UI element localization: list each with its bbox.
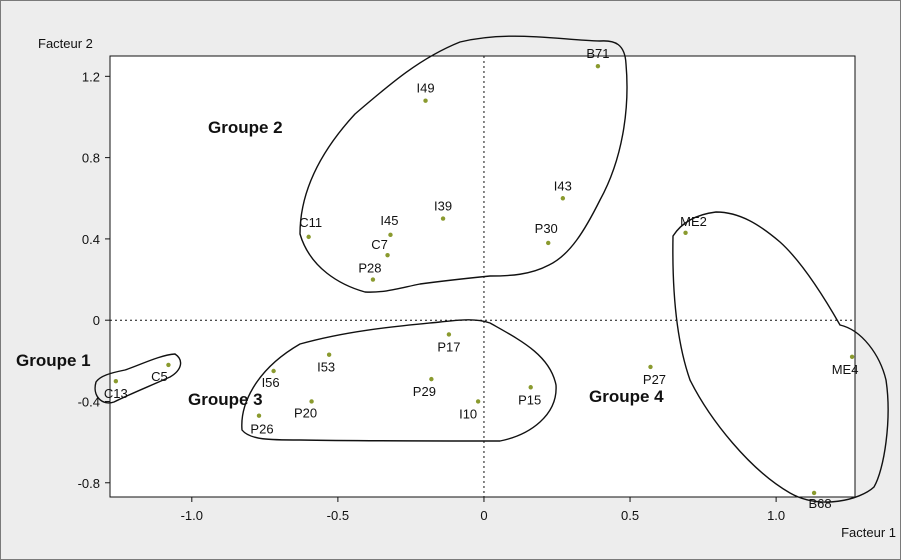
group-outline-4 <box>672 211 889 503</box>
point-label-i10: I10 <box>459 406 477 421</box>
data-point-p30 <box>546 240 551 246</box>
point-label-c5: C5 <box>151 369 168 384</box>
point-label-p15: P15 <box>518 392 541 407</box>
y-tick-label: 0.8 <box>82 151 100 166</box>
y-axis-label: Facteur 2 <box>38 36 93 51</box>
group-label-3: Groupe 3 <box>188 390 263 409</box>
data-point-i10 <box>475 399 481 404</box>
point-label-i56: I56 <box>262 375 280 390</box>
point-label-i43: I43 <box>554 178 572 193</box>
point-label-b68: B68 <box>809 496 832 511</box>
point-label-me4: ME4 <box>832 362 859 377</box>
y-tick-label: -0.4 <box>78 394 100 409</box>
data-point-c13 <box>113 378 119 384</box>
data-point-me2 <box>683 230 688 236</box>
data-point-me4 <box>849 354 855 359</box>
x-tick-label: 1.0 <box>767 508 785 523</box>
data-point-c5 <box>166 362 171 368</box>
data-point-p29 <box>429 376 434 382</box>
data-point-i49 <box>423 98 428 103</box>
data-point-i43 <box>560 196 566 201</box>
point-label-p20: P20 <box>294 405 317 420</box>
point-label-i53: I53 <box>317 360 335 375</box>
x-tick-label: 0 <box>480 508 487 523</box>
data-point-p28 <box>370 277 376 282</box>
y-tick-label: -0.8 <box>78 476 100 491</box>
data-point-c11 <box>306 234 311 240</box>
y-tick-label: 0 <box>93 313 100 328</box>
group-outline-2 <box>299 35 628 293</box>
x-tick-label: -1.0 <box>181 508 203 523</box>
data-point-b71 <box>595 63 601 69</box>
x-axis-label: Facteur 1 <box>841 525 896 540</box>
data-point-b68 <box>811 490 817 496</box>
point-label-p27: P27 <box>643 372 666 387</box>
data-point-p15 <box>528 385 533 390</box>
data-point-p20 <box>309 399 314 404</box>
point-label-p17: P17 <box>437 339 460 354</box>
data-point-p17 <box>446 332 452 337</box>
point-label-i49: I49 <box>416 81 434 96</box>
x-tick-label: -0.5 <box>327 508 349 523</box>
data-point-i56 <box>271 368 276 374</box>
point-label-p26: P26 <box>250 422 273 437</box>
group-label-4: Groupe 4 <box>589 387 664 406</box>
data-point-i45 <box>388 232 393 238</box>
data-point-i39 <box>440 216 446 221</box>
data-point-i53 <box>326 352 332 357</box>
data-point-p27 <box>648 364 653 370</box>
point-label-c7: C7 <box>371 237 388 252</box>
y-tick-label: 1.2 <box>82 69 100 84</box>
point-label-p30: P30 <box>535 221 558 236</box>
group-label-1: Groupe 1 <box>16 351 91 370</box>
x-tick-label: 0.5 <box>621 508 639 523</box>
data-point-c7 <box>385 252 390 258</box>
point-label-i39: I39 <box>434 199 452 214</box>
point-label-c11: C11 <box>299 215 322 230</box>
group-outline-1 <box>94 353 182 404</box>
group-outline-3 <box>241 319 557 442</box>
group-label-2: Groupe 2 <box>208 118 283 137</box>
point-label-b71: B71 <box>586 46 609 61</box>
point-label-i45: I45 <box>380 213 398 228</box>
point-label-c13: C13 <box>104 386 128 401</box>
point-label-me2: ME2 <box>680 214 707 229</box>
data-point-p26 <box>256 413 262 418</box>
point-label-p28: P28 <box>358 261 381 276</box>
y-tick-label: 0.4 <box>82 232 100 247</box>
point-label-p29: P29 <box>413 384 436 399</box>
